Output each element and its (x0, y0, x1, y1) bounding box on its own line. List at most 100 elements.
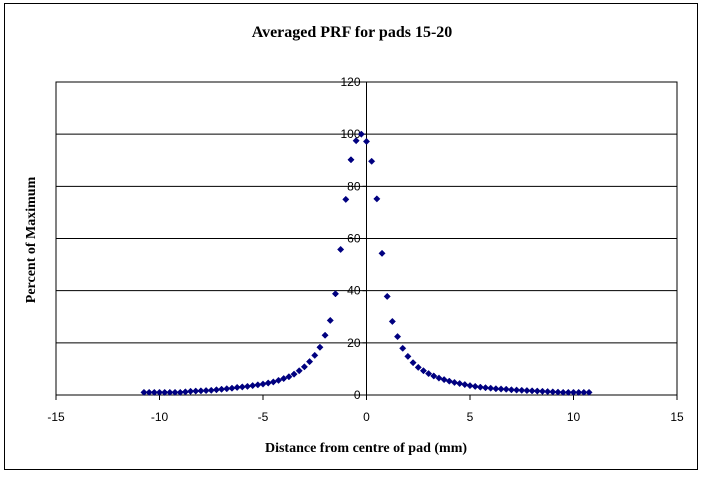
x-tick-label: 10 (567, 410, 581, 424)
data-point (321, 331, 329, 339)
data-point (362, 137, 371, 146)
data-point (492, 385, 500, 393)
data-point (554, 388, 562, 396)
data-point (140, 388, 148, 396)
data-point (212, 386, 220, 394)
x-axis-title: Distance from centre of pad (mm) (265, 441, 467, 456)
data-point (223, 385, 231, 393)
data-point (202, 387, 210, 395)
data-point (456, 379, 464, 388)
y-tick-label: 60 (347, 232, 361, 246)
data-point (218, 385, 226, 393)
data-point (564, 388, 572, 396)
data-point (440, 376, 448, 384)
data-point (450, 378, 459, 387)
data-point (497, 385, 505, 393)
data-point (378, 249, 386, 257)
data-point (326, 316, 334, 324)
data-point (171, 388, 179, 396)
data-point (569, 388, 578, 396)
data-point (161, 388, 169, 396)
data-point (368, 157, 376, 165)
x-tick-label: 15 (670, 410, 684, 424)
data-point (518, 386, 526, 394)
data-point (393, 333, 402, 341)
data-point (280, 375, 288, 383)
data-point (559, 388, 567, 396)
data-point (476, 383, 484, 391)
data-point (544, 388, 552, 396)
data-point (311, 351, 319, 359)
data-point (471, 382, 479, 390)
data-point (300, 363, 308, 371)
x-tick-label: 0 (363, 410, 370, 424)
data-point (290, 370, 298, 378)
data-point (487, 384, 495, 392)
data-point (181, 388, 189, 396)
data-point (155, 388, 164, 396)
data-point (264, 379, 272, 387)
data-point (383, 292, 391, 300)
data-point (243, 382, 252, 390)
data-point (425, 370, 433, 378)
data-point (523, 387, 531, 395)
data-point (445, 377, 453, 385)
data-point (419, 367, 427, 375)
data-point (409, 359, 417, 367)
x-tick-label: 5 (467, 410, 474, 424)
data-point (528, 387, 536, 395)
y-axis-title: Percent of Maximum (24, 176, 39, 303)
data-point (207, 386, 215, 394)
y-tick-label: 80 (347, 179, 361, 193)
data-point (352, 137, 360, 145)
data-point (414, 363, 422, 371)
data-point (259, 380, 267, 388)
data-points (140, 130, 593, 396)
chart-title: Averaged PRF for pads 15-20 (252, 24, 453, 41)
x-tick-label: -15 (47, 410, 65, 424)
data-point (145, 388, 153, 396)
data-point (150, 388, 158, 396)
data-point (580, 388, 588, 396)
y-tick-label: 40 (347, 284, 361, 298)
data-point (373, 195, 381, 203)
data-point (331, 290, 340, 298)
data-point (192, 387, 200, 395)
data-point (466, 382, 474, 390)
y-tick-label: 20 (347, 336, 361, 350)
data-point (461, 381, 469, 389)
data-point (197, 387, 205, 395)
data-point (404, 352, 412, 360)
data-point (186, 387, 195, 395)
data-point (399, 344, 407, 352)
data-point (585, 388, 593, 396)
data-point (269, 378, 277, 386)
data-point (228, 384, 236, 392)
data-point (316, 343, 324, 351)
data-point (388, 317, 396, 325)
data-point (513, 386, 521, 394)
data-point (337, 245, 345, 254)
x-axis-tick-labels: -15 -10 -5 0 5 10 15 (47, 410, 684, 424)
y-tick-label: 0 (354, 388, 361, 402)
data-point (430, 372, 438, 380)
data-point (274, 376, 283, 384)
data-point (549, 388, 557, 396)
data-point (435, 374, 443, 382)
x-tick-label: -5 (258, 410, 269, 424)
data-point (357, 130, 365, 138)
data-point (481, 384, 490, 392)
data-point (306, 358, 314, 366)
x-tick-label: -10 (151, 410, 169, 424)
data-point (285, 373, 293, 381)
data-point (254, 381, 262, 389)
data-point (249, 382, 257, 390)
data-point (233, 383, 241, 391)
data-point (176, 388, 184, 396)
data-point (342, 195, 350, 203)
data-point (347, 156, 355, 164)
data-point (502, 385, 510, 393)
data-point (238, 383, 246, 391)
